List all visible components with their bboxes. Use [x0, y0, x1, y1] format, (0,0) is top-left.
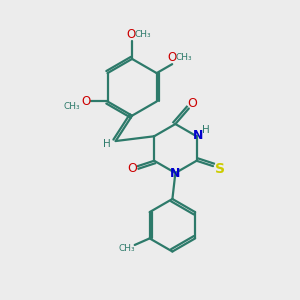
- Text: H: H: [103, 139, 111, 149]
- Text: O: O: [187, 97, 197, 110]
- Text: O: O: [127, 162, 137, 175]
- Text: CH₃: CH₃: [119, 244, 136, 253]
- Text: S: S: [215, 162, 225, 176]
- Text: CH₃: CH₃: [175, 53, 192, 62]
- Text: O: O: [127, 28, 136, 41]
- Text: O: O: [168, 51, 177, 64]
- Text: CH₃: CH₃: [64, 102, 81, 111]
- Text: CH₃: CH₃: [134, 30, 151, 39]
- Text: N: N: [170, 167, 181, 180]
- Text: N: N: [193, 129, 203, 142]
- Text: H: H: [202, 125, 210, 135]
- Text: O: O: [82, 95, 91, 108]
